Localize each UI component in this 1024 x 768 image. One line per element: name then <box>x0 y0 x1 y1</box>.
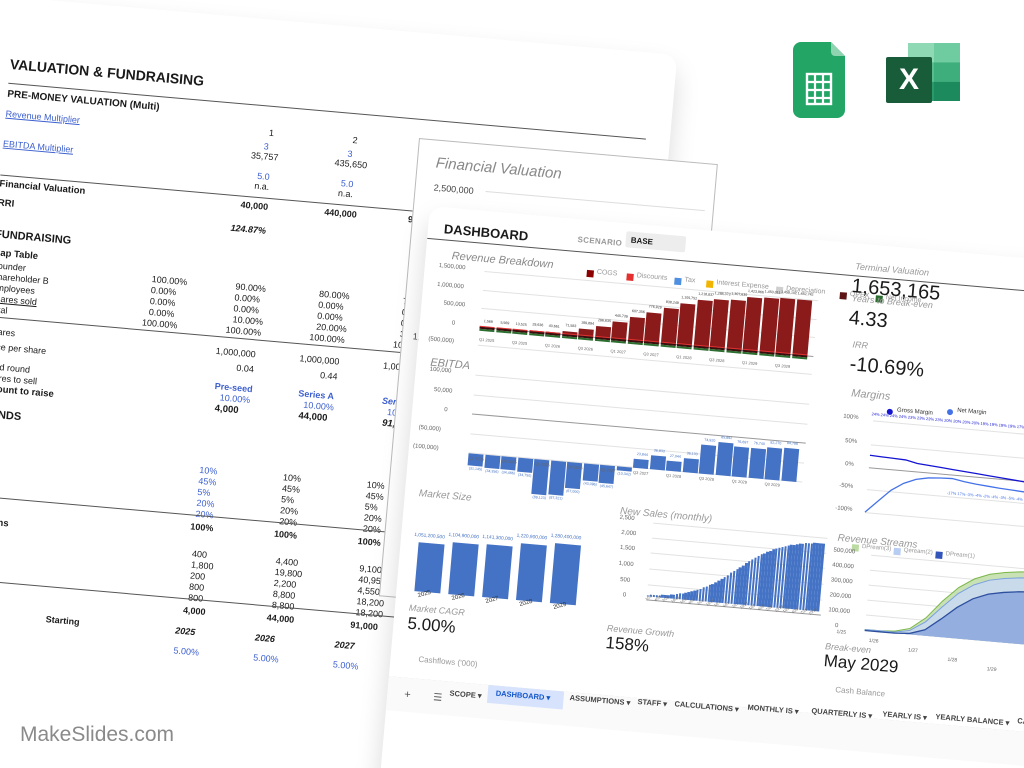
svg-text:X: X <box>899 63 919 96</box>
